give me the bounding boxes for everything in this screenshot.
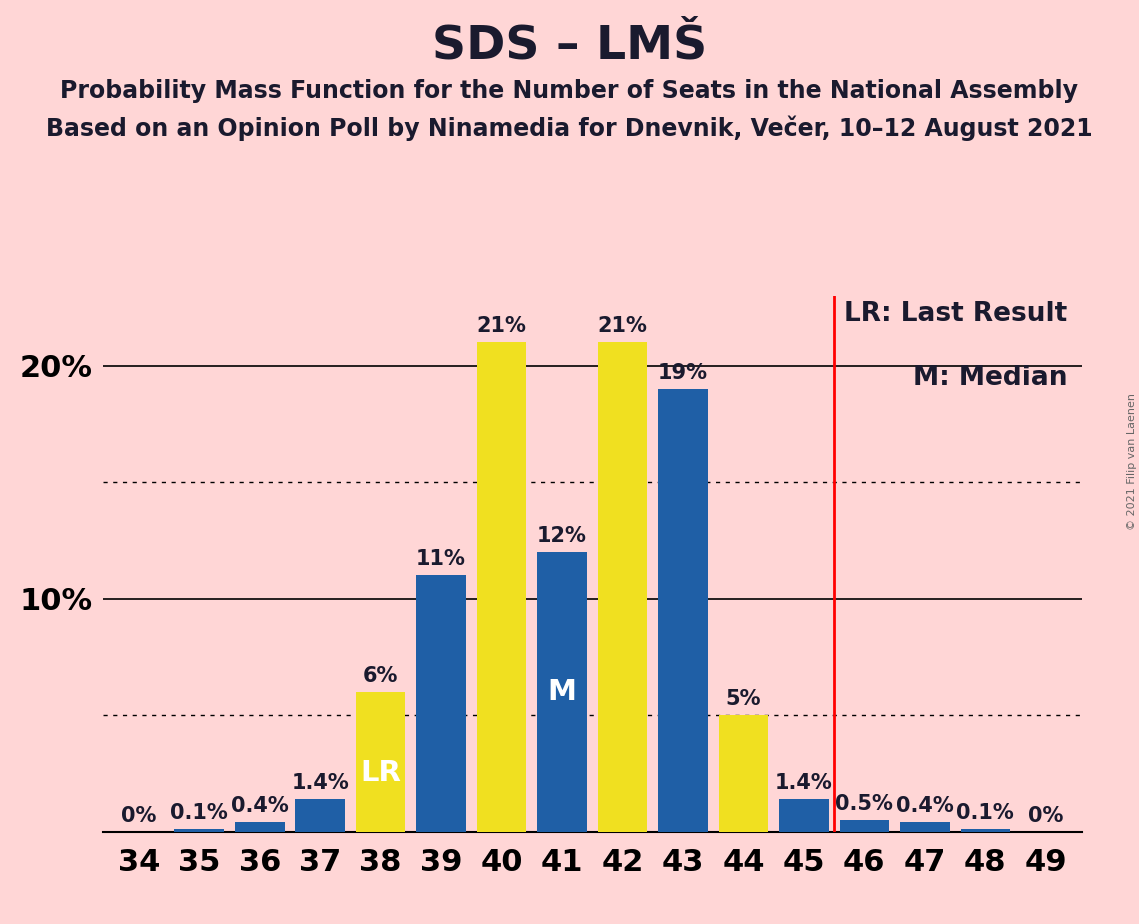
Bar xyxy=(719,715,768,832)
Bar xyxy=(839,820,890,832)
Bar xyxy=(477,342,526,832)
Bar xyxy=(174,829,224,832)
Text: M: M xyxy=(548,678,576,706)
Text: © 2021 Filip van Laenen: © 2021 Filip van Laenen xyxy=(1126,394,1137,530)
Text: Based on an Opinion Poll by Ninamedia for Dnevnik, Večer, 10–12 August 2021: Based on an Opinion Poll by Ninamedia fo… xyxy=(47,116,1092,141)
Text: 21%: 21% xyxy=(598,316,647,336)
Text: 0.1%: 0.1% xyxy=(957,804,1014,823)
Text: 6%: 6% xyxy=(363,666,399,686)
Text: 0%: 0% xyxy=(1029,806,1064,826)
Text: M: Median: M: Median xyxy=(912,365,1067,392)
Bar xyxy=(900,822,950,832)
Text: 19%: 19% xyxy=(658,363,708,383)
Text: 0.4%: 0.4% xyxy=(231,796,288,817)
Text: LR: LR xyxy=(360,759,401,787)
Text: 0.1%: 0.1% xyxy=(171,804,228,823)
Bar xyxy=(598,342,647,832)
Text: LR: Last Result: LR: Last Result xyxy=(844,301,1067,327)
Text: SDS – LMŠ: SDS – LMŠ xyxy=(432,23,707,68)
Bar xyxy=(235,822,285,832)
Text: 1.4%: 1.4% xyxy=(292,773,349,793)
Text: Probability Mass Function for the Number of Seats in the National Assembly: Probability Mass Function for the Number… xyxy=(60,79,1079,103)
Text: 0%: 0% xyxy=(121,806,156,826)
Bar xyxy=(779,799,829,832)
Bar xyxy=(417,576,466,832)
Text: 12%: 12% xyxy=(538,526,587,546)
Bar xyxy=(658,389,707,832)
Text: 0.5%: 0.5% xyxy=(835,794,893,814)
Bar xyxy=(538,552,587,832)
Bar xyxy=(355,692,405,832)
Bar xyxy=(295,799,345,832)
Text: 11%: 11% xyxy=(416,550,466,569)
Text: 5%: 5% xyxy=(726,689,761,710)
Bar xyxy=(960,829,1010,832)
Text: 1.4%: 1.4% xyxy=(775,773,833,793)
Text: 0.4%: 0.4% xyxy=(896,796,953,817)
Text: 21%: 21% xyxy=(476,316,526,336)
